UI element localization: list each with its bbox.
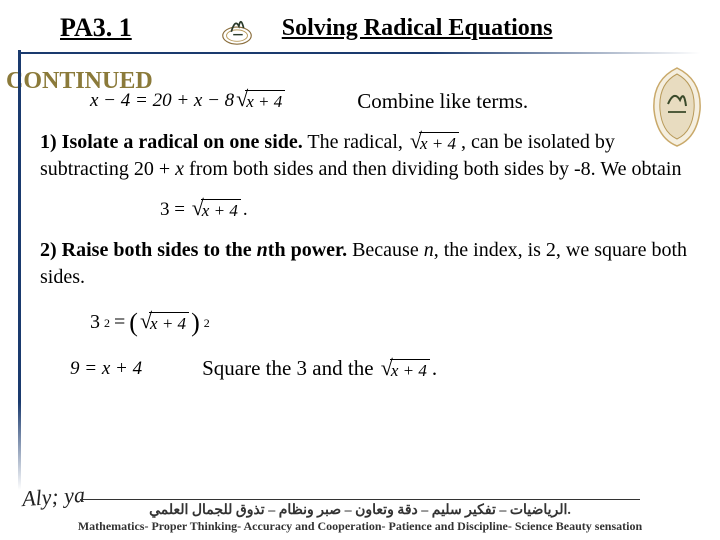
equation-row-1: x − 4 = 20 + x − 8 √ x + 4 + x + 4 Combi… <box>40 87 690 115</box>
step-2-text: 2) Raise both sides to the nth power. Be… <box>40 237 690 291</box>
note-square: Square the 3 and the √x + 4. <box>202 354 437 383</box>
equation-3: 32 = ( √x + 4 ) 2 <box>90 305 690 340</box>
footer-english: Mathematics- Proper Thinking- Accuracy a… <box>0 519 720 534</box>
content-body: x − 4 = 20 + x − 8 √ x + 4 + x + 4 Combi… <box>0 87 720 383</box>
note-combine: Combine like terms. <box>357 87 528 115</box>
footer: .الرياضيات – تفكير سليم – دقة وتعاون – ص… <box>0 497 720 534</box>
arabic-ornament-icon <box>212 8 262 48</box>
corner-logo-icon <box>642 60 712 150</box>
step-1-text: 1) Isolate a radical on one side. The ra… <box>40 129 690 183</box>
equation-1: x − 4 = 20 + x − 8 √ x + 4 + x + 4 <box>90 88 287 114</box>
sqrt-icon: √ x + 4 <box>236 88 285 114</box>
side-divider <box>18 50 21 490</box>
sqrt-icon: √x + 4 <box>381 357 430 383</box>
footer-divider <box>80 499 640 500</box>
sqrt-icon: √x + 4 <box>140 310 189 336</box>
sqrt-icon: √x + 4 <box>410 130 459 156</box>
page-title: Solving Radical Equations <box>282 15 553 42</box>
page-code: PA3. 1 <box>60 13 132 43</box>
sqrt-icon: √x + 4 <box>192 197 241 223</box>
footer-arabic: .الرياضيات – تفكير سليم – دقة وتعاون – ص… <box>0 502 720 519</box>
header-divider <box>20 52 700 54</box>
equation-4: 9 = x + 4 <box>70 356 142 382</box>
equation-2: 3 = √x + 4. <box>160 197 690 223</box>
equation-row-4: 9 = x + 4 Square the 3 and the √x + 4. <box>40 354 690 383</box>
paren-sqrt: ( √x + 4 ) <box>129 305 199 340</box>
header: PA3. 1 Solving Radical Equations <box>0 0 720 52</box>
